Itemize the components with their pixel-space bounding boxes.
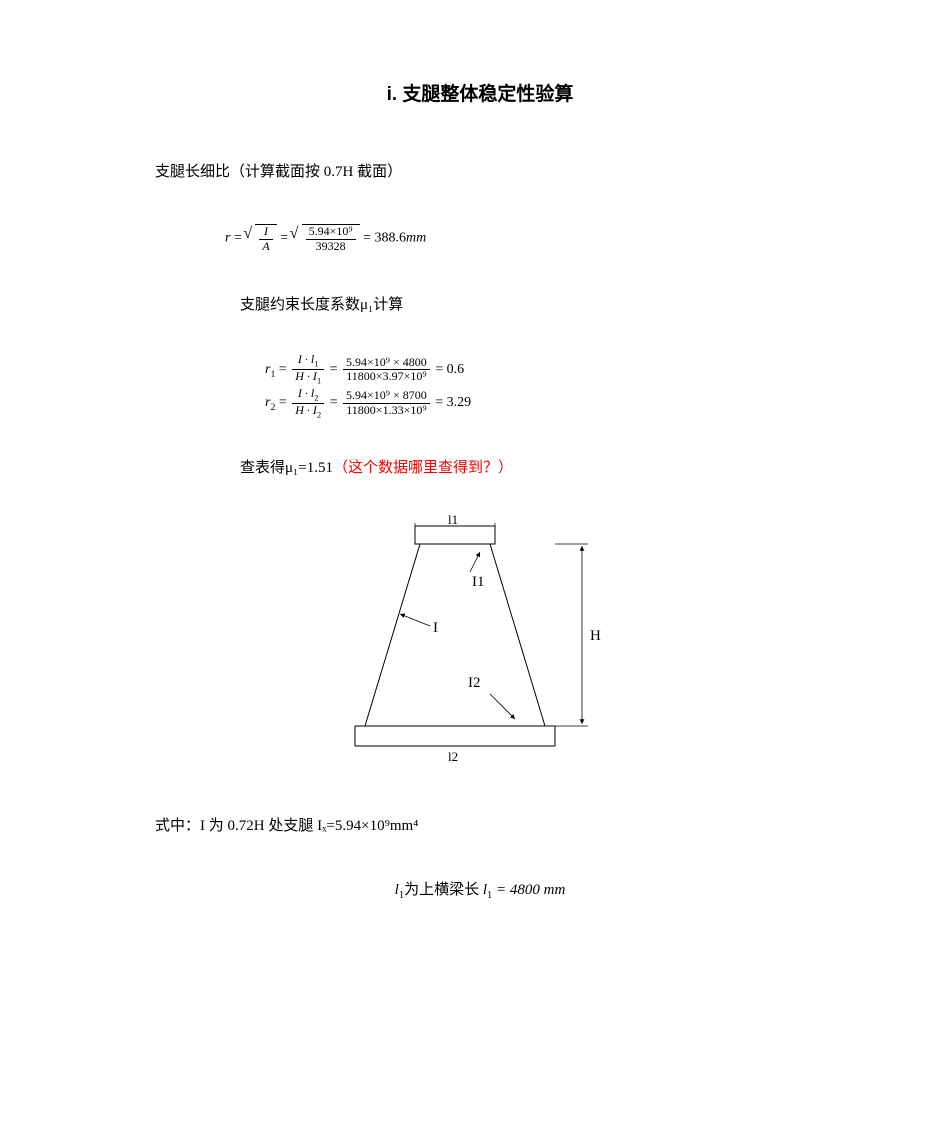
var-r2: r2 (265, 395, 275, 410)
frac-num: I (259, 225, 272, 239)
paragraph-slenderness-ratio: 支腿长细比（计算截面按 0.7H 截面） (155, 160, 805, 184)
top-beam (415, 526, 495, 544)
frac-r2a: I · l2 H · I2 (292, 387, 324, 419)
eq-sign-3: = (363, 231, 374, 246)
label-I1: I1 (472, 574, 485, 590)
trapezoid-diagram: l1 I1 I I2 l2 H (155, 514, 805, 778)
frac-r2b: 5.94×10⁹ × 8700 11800×1.33×10⁹ (343, 389, 430, 416)
frac-den2: 39328 (306, 240, 356, 253)
result-r2: 3.29 (447, 395, 472, 410)
frac-den: A (259, 240, 272, 253)
sqrt-1: I A (245, 224, 276, 252)
formula-r1: r1 = I · l1 H · I1 = 5.94×10⁹ × 4800 118… (265, 353, 805, 387)
formula-r-equals: r = I A = 5.94×10⁹ 39328 = 388.6mm (155, 224, 805, 252)
var-r: r (225, 231, 230, 246)
mu1-question-text: （这个数据哪里查得到？） (333, 460, 513, 476)
frac-r1b: 5.94×10⁹ × 4800 11800×3.97×10⁹ (343, 356, 430, 383)
label-I: I (433, 620, 438, 636)
label-I2: I2 (468, 675, 481, 691)
frac-num2: 5.94×10⁹ (306, 225, 356, 239)
unit-mm: mm (406, 231, 426, 246)
result-r1: 0.6 (447, 362, 465, 377)
formula-r1-r2: r1 = I · l1 H · I1 = 5.94×10⁹ × 4800 118… (155, 353, 805, 420)
bottom-beam (355, 726, 555, 746)
label-H: H (590, 628, 601, 644)
paragraph-constraint-coef: 支腿约束长度系数μ₁计算 (155, 293, 805, 317)
leader-i (400, 614, 430, 626)
var-r1: r1 (265, 362, 275, 377)
frac-ia: I A (259, 225, 272, 252)
frac-val: 5.94×10⁹ 39328 (306, 225, 356, 252)
right-leg (490, 544, 545, 726)
label-l1: l1 (448, 514, 458, 527)
left-leg (365, 544, 420, 726)
leader-i2 (490, 694, 515, 719)
frac-r1a: I · l1 H · I1 (292, 353, 324, 385)
label-l2: l2 (448, 749, 458, 764)
sqrt-2: 5.94×10⁹ 39328 (292, 224, 360, 252)
paragraph-mu1-lookup: 查表得μ₁=1.51（这个数据哪里查得到？） (155, 456, 805, 480)
paragraph-ix-value: 式中：I 为 0.72H 处支腿 Iₓ=5.94×10⁹mm⁴ (155, 814, 805, 838)
formula-r2: r2 = I · l2 H · I2 = 5.94×10⁹ × 8700 118… (265, 386, 805, 420)
mu1-value-text: 查表得μ₁=1.51 (240, 460, 333, 476)
page-title: i. 支腿整体稳定性验算 (155, 80, 805, 110)
leader-i1 (470, 552, 480, 572)
formula-l1: l1为上横梁长 l1 = 4800 mm (155, 878, 805, 905)
result-1: 388.6 (374, 231, 406, 246)
diagram-svg: l1 I1 I I2 l2 H (320, 514, 640, 769)
